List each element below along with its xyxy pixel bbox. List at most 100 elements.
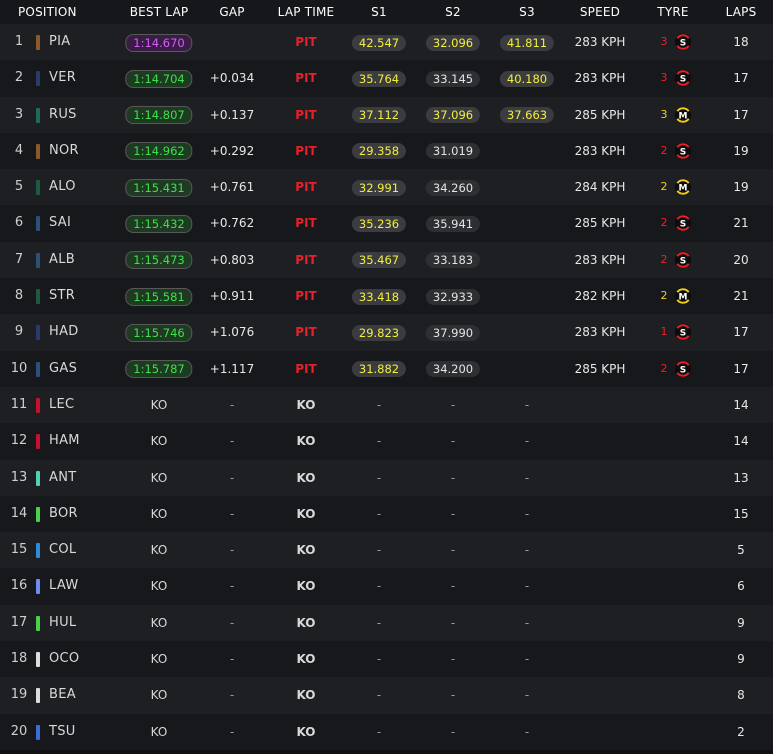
lap-time: PIT — [295, 71, 317, 86]
best-lap: 1:15.581 — [125, 278, 193, 314]
sector-s1: - — [376, 579, 382, 594]
sector-s3: - — [524, 615, 530, 630]
position-number: 15 — [10, 542, 28, 558]
lap-time: KO — [296, 652, 316, 667]
sector-s1: - — [376, 543, 382, 558]
position-number: 4 — [14, 142, 24, 158]
sector-s1-pill: 35.467 — [351, 252, 407, 269]
gap: +0.034 — [209, 71, 255, 86]
table-row[interactable]: 14 BOR KO - KO - - - 15 — [0, 495, 773, 533]
laps: 21 — [733, 289, 749, 304]
gap: - — [229, 434, 235, 449]
gap: +1.076 — [209, 325, 255, 340]
laps: 17 — [733, 71, 749, 86]
tyre-age: 2 — [660, 252, 668, 266]
lap-time: KO — [296, 470, 316, 485]
tyre-age: 3 — [660, 107, 668, 121]
sector-s3-pill: 40.180 — [499, 70, 555, 87]
best-lap: 1:15.746 — [125, 314, 193, 350]
position-number: 17 — [10, 614, 28, 630]
table-row[interactable]: 16 LAW KO - KO - - - 6 — [0, 568, 773, 605]
best-lap: KO — [150, 470, 168, 485]
gap: - — [229, 652, 235, 667]
best-lap: KO — [150, 724, 168, 739]
sector-s2: 37.990 — [425, 314, 481, 350]
gap: +0.137 — [209, 107, 255, 122]
sector-s1: - — [376, 652, 382, 667]
table-row[interactable]: 10 GAS 1:15.787 +1.117 PIT 31.882 34.200 285 KP… — [0, 350, 773, 387]
medium-tyre-icon: M — [674, 106, 692, 123]
gap: +0.803 — [209, 252, 255, 267]
tyre-compound-letter: M — [679, 184, 688, 194]
laps: 8 — [737, 688, 745, 703]
position-number: 3 — [14, 106, 24, 122]
table-row[interactable]: 9 HAD 1:15.746 +1.076 PIT 29.823 37.990 283 KPH… — [0, 314, 773, 351]
laps: 19 — [733, 143, 749, 158]
soft-tyre-icon: S — [674, 142, 692, 160]
sector-s3: - — [524, 652, 530, 667]
speed: 282 KPH — [574, 289, 626, 304]
tyre-age: 3 — [660, 35, 668, 48]
best-lap-pill: 1:15.432 — [125, 214, 193, 233]
table-row[interactable]: 4 NOR 1:14.962 +0.292 PIT 29.358 31.019 283 KPH… — [0, 132, 773, 170]
gap: +0.761 — [209, 180, 255, 195]
driver-code: OCO — [49, 651, 80, 667]
table-row[interactable]: 18 OCO KO - KO - - - 9 — [0, 641, 773, 678]
best-lap-pill: 1:14.807 — [125, 106, 193, 125]
table-header: POSITION BEST LAP GAP LAP TIME S1 S2 S3 … — [0, 0, 773, 24]
sector-s1-pill: 32.991 — [351, 179, 407, 196]
speed: 283 KPH — [574, 143, 626, 158]
sector-s3-pill: 37.663 — [499, 107, 555, 124]
lap-time: KO — [296, 543, 316, 558]
driver-code: GAS — [49, 360, 78, 376]
sector-s2: 32.933 — [425, 278, 481, 314]
sector-s2-pill: 31.019 — [425, 143, 481, 160]
gap: +0.762 — [209, 216, 255, 231]
best-lap: 1:15.473 — [125, 242, 193, 278]
laps: 17 — [733, 325, 749, 340]
table-row[interactable]: 13 ANT KO - KO - - - 13 — [0, 459, 773, 496]
position-number: 12 — [10, 433, 28, 449]
team-color-bar — [36, 470, 40, 486]
table-row[interactable]: 2 VER 1:14.704 +0.034 PIT 35.764 33.145 40.180 2… — [0, 60, 773, 97]
table-row[interactable]: 12 HAM KO - KO - - - 14 — [0, 423, 773, 460]
soft-tyre-icon: S — [674, 33, 692, 51]
tyre-compound-letter: S — [680, 365, 686, 375]
table-row[interactable]: 20 TSU KO - KO - - - 2 — [0, 713, 773, 750]
best-lap-pill: 1:15.746 — [125, 323, 193, 342]
sector-s2-pill: 34.260 — [425, 179, 481, 196]
laps: 21 — [733, 216, 749, 231]
driver-code: HAM — [49, 433, 80, 449]
lap-time: KO — [296, 615, 316, 630]
best-lap: 1:14.807 — [125, 97, 193, 133]
team-color-bar — [36, 289, 40, 305]
lap-time: PIT — [295, 325, 317, 340]
gap: - — [229, 688, 235, 703]
lap-time: KO — [296, 579, 316, 594]
table-row[interactable]: 3 RUS 1:14.807 +0.137 PIT 37.112 37.096 37.663 2… — [0, 96, 773, 133]
tyre-age: 2 — [660, 289, 668, 303]
table-row[interactable]: 7 ALB 1:15.473 +0.803 PIT 35.467 33.183 283 KPH… — [0, 241, 773, 279]
team-color-bar — [36, 506, 40, 522]
sector-s1: 31.882 — [351, 351, 407, 387]
table-row[interactable]: 8 STR 1:15.581 +0.911 PIT 33.418 32.933 282 KPH… — [0, 278, 773, 315]
tyre-age: 2 — [660, 216, 668, 230]
table-row[interactable]: 15 COL KO - KO - - - 5 — [0, 532, 773, 569]
tyre-compound-letter: S — [680, 220, 686, 230]
sector-s1: 35.764 — [351, 60, 407, 96]
lap-time: PIT — [295, 361, 317, 376]
table-row[interactable]: 19 BEA KO - KO - - - 8 — [0, 677, 773, 714]
table-row[interactable]: 5 ALO 1:15.431 +0.761 PIT 32.991 34.260 284 KPH… — [0, 169, 773, 206]
table-row[interactable]: 6 SAI 1:15.432 +0.762 PIT 35.236 35.941 285 KPH… — [0, 205, 773, 242]
table-row[interactable]: 17 HUL KO - KO - - - 9 — [0, 604, 773, 642]
table-row[interactable]: 11 LEC KO - KO - - - 14 — [0, 386, 773, 424]
medium-tyre-icon: M — [674, 287, 692, 305]
laps: 18 — [733, 35, 749, 49]
tyre-compound-letter: S — [680, 75, 686, 85]
sector-s2: 34.200 — [425, 351, 481, 387]
soft-tyre-icon: S — [674, 70, 692, 87]
medium-tyre-icon: M — [674, 178, 692, 196]
table-row[interactable]: 1 PIA 1:14.670 PIT 42.547 32.096 41.811 283 KPH… — [0, 24, 773, 61]
gap: - — [229, 724, 235, 739]
